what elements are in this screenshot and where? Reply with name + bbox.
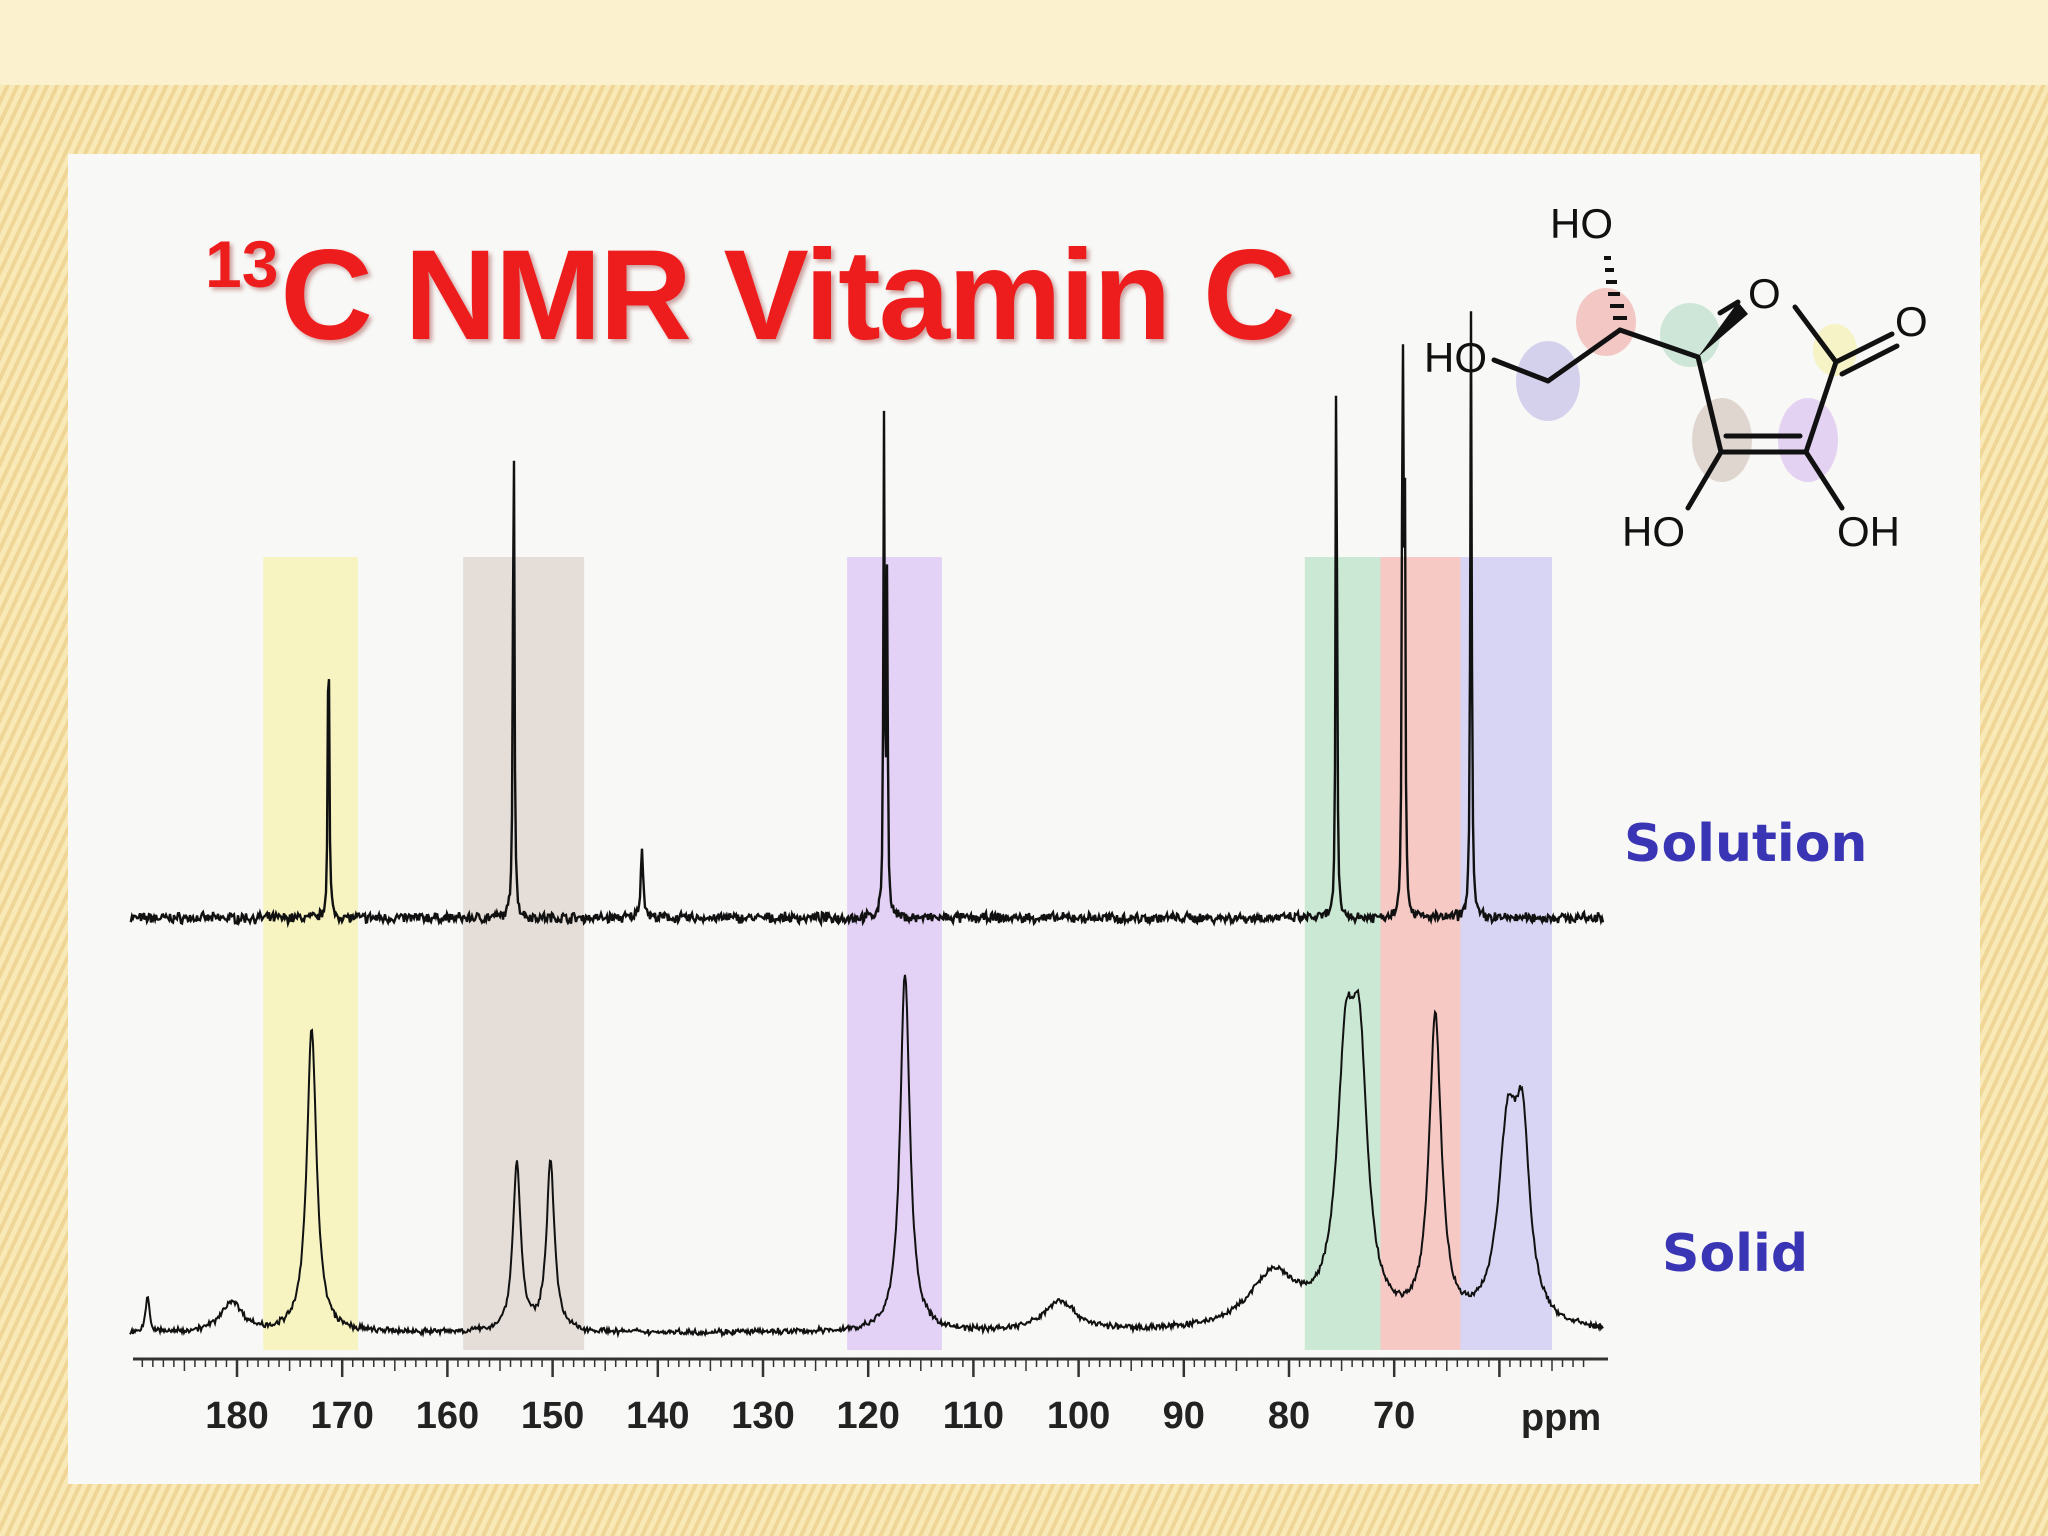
atom-ho-left: HO <box>1424 334 1487 381</box>
highlight-bands <box>263 557 1552 1350</box>
highlight-c4 <box>1660 303 1720 367</box>
spectrum-traces <box>129 311 1605 1339</box>
series-trace-solution <box>129 311 1605 929</box>
wedge-bond <box>1698 302 1748 357</box>
x-axis-tick-label: 120 <box>836 1395 899 1437</box>
title-superscript: 13 <box>205 227 279 301</box>
x-axis-tick-label: 130 <box>731 1395 794 1437</box>
hash-bond <box>1604 256 1627 320</box>
title-main: C NMR Vitamin C <box>280 224 1295 367</box>
page-title: 13C NMR Vitamin C <box>205 231 1295 360</box>
series-trace-solid <box>129 974 1604 1339</box>
atom-o-ring: O <box>1748 270 1781 317</box>
x-axis-tick-label: 70 <box>1373 1395 1415 1437</box>
series-label-solution: Solution <box>1624 814 1868 874</box>
x-axis-tick-label: 150 <box>521 1395 584 1437</box>
x-axis-tick-label: 170 <box>310 1395 373 1437</box>
slide-card <box>68 154 1980 1484</box>
highlight-c5 <box>1576 288 1636 356</box>
x-axis: 180 170 160 150 140 130 120 110 100 90 80 70 ppm <box>133 1357 1608 1439</box>
atom-ho-top: HO <box>1550 200 1613 247</box>
x-axis-tick-label: 100 <box>1047 1395 1110 1437</box>
highlight-band <box>1304 557 1381 1350</box>
highlight-band <box>463 557 585 1350</box>
atom-ho-bottom-left: HO <box>1622 508 1685 555</box>
highlight-band <box>263 557 358 1350</box>
highlight-band <box>1460 557 1552 1350</box>
atom-oh-bottom-right: OH <box>1837 508 1900 555</box>
highlight-band <box>847 557 942 1350</box>
x-axis-tick-label: 110 <box>943 1395 1004 1437</box>
x-axis-tick-label: 160 <box>416 1395 479 1437</box>
x-axis-tick-labels: 180 170 160 150 140 130 120 110 100 90 80 70 <box>205 1395 1415 1437</box>
x-axis-label: ppm <box>1521 1397 1601 1439</box>
x-axis-tick-label: 180 <box>205 1395 268 1437</box>
highlight-c3 <box>1692 398 1752 482</box>
x-axis-tick-label: 90 <box>1163 1395 1205 1437</box>
highlight-c1 <box>1813 324 1857 376</box>
highlight-band <box>1380 557 1461 1350</box>
slide-top-band <box>0 0 2048 85</box>
x-axis-ticks <box>141 1359 1585 1377</box>
molecule-bonds <box>1491 299 1900 511</box>
x-axis-tick-label: 80 <box>1268 1395 1310 1437</box>
series-label-solid: Solid <box>1662 1224 1809 1284</box>
vitamin-c-structure: HO HO O O HO OH <box>1424 200 1928 555</box>
x-axis-tick-label: 140 <box>626 1395 689 1437</box>
atom-o-carbonyl: O <box>1895 298 1928 345</box>
